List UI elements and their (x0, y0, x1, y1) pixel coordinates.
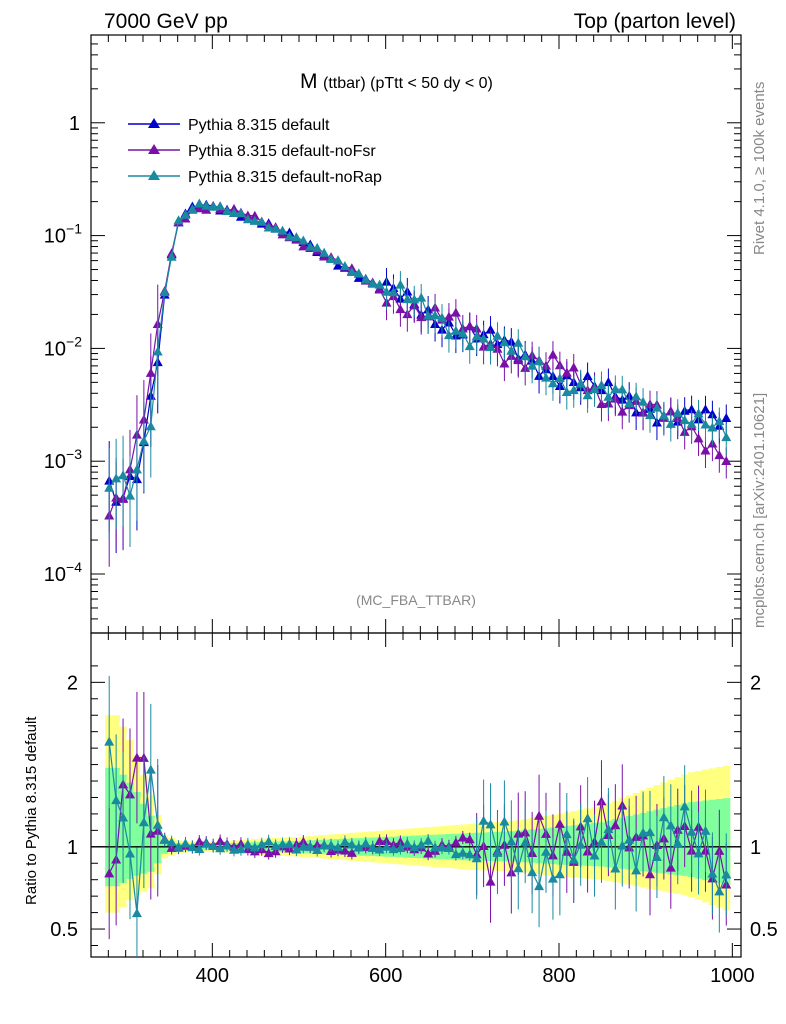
main-data-marker (721, 413, 732, 423)
header-left-label: 7000 GeV pp (104, 10, 228, 33)
legend-entry-nofsr: Pythia 8.315 default-noFsr (128, 143, 376, 160)
main-series-0 (104, 199, 732, 554)
x-tick-label: 600 (369, 965, 402, 987)
legend-entry-default: Pythia 8.315 default (128, 117, 330, 134)
main-y-tick-label: 10−4 (44, 559, 82, 586)
axes-group: 10−4 10−3 10−2 10−1 1 400 600 800 1000 0.5 0.5 1 1 2 2 (44, 34, 778, 987)
ratio-series-line (108, 741, 727, 914)
ratio-data-marker (145, 764, 156, 774)
main-y-tick-label: 10−2 (44, 333, 82, 360)
analysis-label: (MC_FBA_TTBAR) (356, 592, 476, 608)
legend-marker-default (148, 118, 160, 128)
ratio-data-marker (700, 825, 711, 835)
ratio-y-tick-label-right: 0.5 (750, 919, 778, 941)
ratio-y-tick-label-left: 2 (67, 672, 78, 694)
x-tick-label: 400 (196, 965, 229, 987)
ratio-y-tick-label-left: 1 (67, 837, 78, 859)
legend-entry-norap: Pythia 8.315 default-noRap (128, 169, 382, 186)
x-tick-label: 1000 (710, 965, 755, 987)
legend-label-default: Pythia 8.315 default (188, 117, 330, 134)
ratio-data-marker (561, 829, 572, 839)
ratio-y-axis-label: Ratio to Pythia 8.315 default (23, 716, 40, 905)
ratio-data-marker (520, 837, 531, 847)
main-series-line (108, 202, 727, 498)
mcplots-label: mcplots.cern.ch [arXiv:2401.10621] (751, 393, 768, 628)
main-series-line (108, 205, 727, 516)
ratio-data-marker (679, 801, 690, 811)
main-y-tick-label: 10−1 (44, 221, 82, 248)
main-y-tick-label: 10−3 (44, 446, 82, 473)
ratio-series-1 (104, 675, 732, 957)
ratio-series-group (104, 675, 732, 957)
legend-marker-nofsr (148, 144, 160, 154)
rivet-label: Rivet 4.1.0, ≥ 100k events (751, 82, 768, 255)
legend-label-norap: Pythia 8.315 default-noRap (188, 169, 382, 186)
legend: Pythia 8.315 default Pythia 8.315 defaul… (128, 117, 382, 186)
main-series-line (108, 204, 727, 503)
legend-label-nofsr: Pythia 8.315 default-noFsr (188, 143, 376, 160)
x-tick-label: 800 (542, 965, 575, 987)
ratio-data-marker (721, 869, 732, 879)
main-series-group (104, 198, 732, 567)
main-title-symbol: M (300, 70, 318, 93)
ratio-data-marker (554, 818, 565, 828)
ratio-data-marker (104, 736, 115, 746)
main-title-subscript: (ttbar) (pTtt < 50 dy < 0) (323, 75, 493, 92)
header-right-label: Top (parton level) (574, 10, 736, 33)
ratio-data-marker (582, 813, 593, 823)
ratio-y-tick-label-right: 1 (750, 837, 761, 859)
ratio-plot-frame (90, 632, 742, 958)
legend-marker-norap (148, 170, 160, 180)
main-series-2 (104, 198, 732, 547)
main-series-1 (104, 201, 732, 567)
ratio-y-tick-label-left: 0.5 (50, 919, 78, 941)
ratio-data-marker (541, 846, 551, 856)
main-y-tick-label: 1 (69, 113, 80, 135)
ratio-y-tick-label-right: 2 (750, 672, 761, 694)
